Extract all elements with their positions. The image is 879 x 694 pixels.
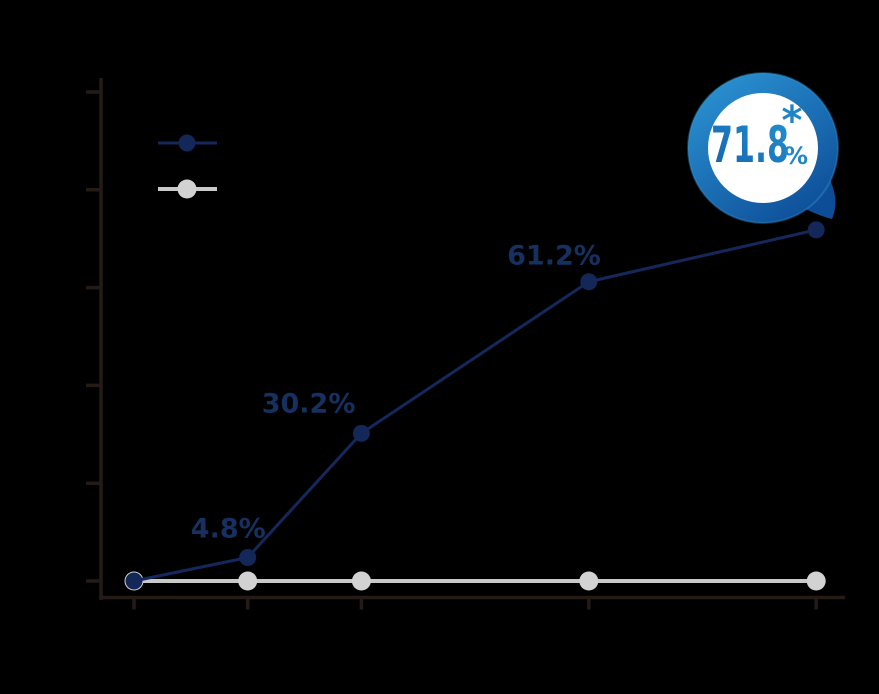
data-point-treatment <box>352 424 370 442</box>
point-label: 4.8% <box>191 514 266 545</box>
point-label: 61.2% <box>507 241 601 272</box>
callout-face <box>708 93 818 203</box>
data-point-control <box>238 571 258 591</box>
callout-unit: % <box>784 142 808 170</box>
data-point-treatment <box>807 221 825 239</box>
callout-asterisk: * <box>782 98 803 144</box>
callout-value: 71.8 <box>711 116 789 174</box>
data-point-control <box>806 571 826 591</box>
data-point-control <box>351 571 371 591</box>
data-point-control <box>579 571 599 591</box>
point-label: 30.2% <box>262 388 356 419</box>
callout-badge: 71.8%* <box>687 72 839 224</box>
legend-marker-dot-treatment <box>178 134 196 152</box>
data-point-treatment <box>580 273 598 291</box>
data-point-treatment <box>239 549 257 567</box>
data-point-treatment <box>125 572 143 590</box>
legend-marker-dot-control <box>177 179 197 199</box>
